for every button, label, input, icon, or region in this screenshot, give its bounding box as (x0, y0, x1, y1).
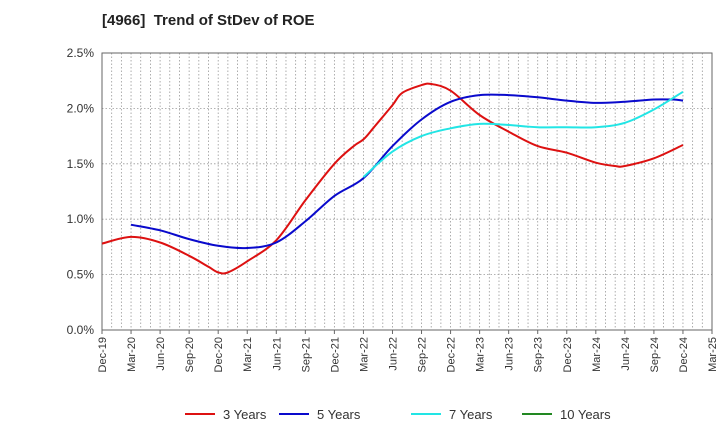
grid-lines (101, 52, 713, 331)
x-tick-label: Jun-23 (504, 337, 516, 371)
y-tick-label: 1.5% (67, 157, 95, 171)
legend: 3 Years 5 Years 7 Years 10 Years (185, 407, 611, 422)
x-tick-label: Dec-20 (213, 337, 225, 372)
plot-frame (101, 52, 713, 331)
x-tick-label: Dec-22 (446, 337, 458, 372)
x-tick-label: Sep-21 (300, 337, 312, 372)
y-tick-label: 0.0% (67, 323, 95, 337)
x-tick-label: Mar-22 (358, 337, 370, 372)
series-line-5-years (130, 93, 684, 250)
y-tick-label: 1.0% (67, 212, 95, 226)
x-tick-label: Jun-24 (620, 337, 632, 371)
x-tick-label: Dec-21 (329, 337, 341, 372)
x-tick-label: Dec-24 (678, 337, 690, 372)
y-tick-label: 0.5% (67, 268, 95, 282)
x-tick-label: Sep-22 (417, 337, 429, 372)
x-tick-label: Jun-21 (271, 337, 283, 371)
x-tick-label: Mar-23 (475, 337, 487, 372)
x-tick-label: Dec-23 (562, 337, 574, 372)
chart-title: [4966] Trend of StDev of ROE (102, 12, 315, 29)
legend-label-10-years: 10 Years (560, 407, 611, 422)
legend-label-7-years: 7 Years (449, 407, 493, 422)
x-tick-label: Jun-22 (387, 337, 399, 371)
x-tick-label: Sep-23 (533, 337, 545, 372)
x-tick-label: Mar-25 (707, 337, 719, 372)
x-axis-ticks: Dec-19 Mar-20 Jun-20 Sep-20 Dec-20 Mar-21 Jun-… (97, 330, 719, 372)
series-line-3-years (101, 82, 684, 275)
series-line-7-years (362, 90, 684, 178)
x-tick-label: Sep-24 (649, 337, 661, 372)
y-tick-label: 2.5% (67, 46, 95, 60)
axes (101, 52, 713, 331)
x-tick-label: Sep-20 (184, 337, 196, 372)
legend-label-5-years: 5 Years (317, 407, 361, 422)
y-tick-label: 2.0% (67, 101, 95, 115)
x-tick-label: Jun-20 (155, 337, 167, 371)
series-lines (101, 82, 684, 275)
x-tick-label: Mar-20 (126, 337, 138, 372)
x-tick-label: Mar-21 (242, 337, 254, 372)
legend-label-3-years: 3 Years (223, 407, 267, 422)
x-tick-label: Dec-19 (97, 337, 109, 372)
y-axis-ticks: 0.0% 0.5% 1.0% 1.5% 2.0% 2.5% (67, 46, 95, 337)
x-tick-label: Mar-24 (591, 337, 603, 372)
